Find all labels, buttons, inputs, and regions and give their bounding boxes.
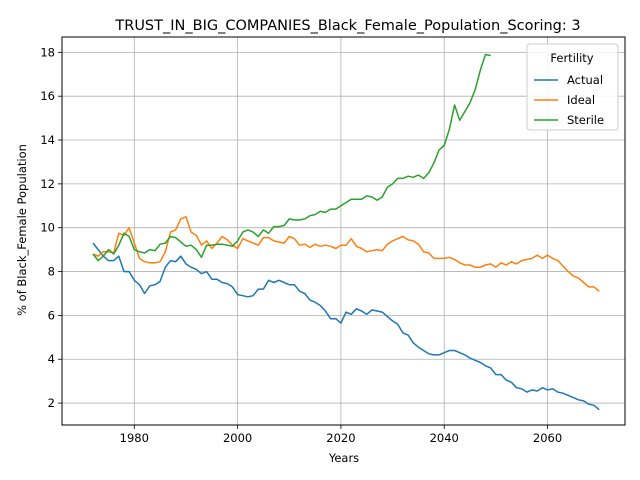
- series-lines: [92, 53, 600, 411]
- legend-label-sterile: Sterile: [567, 113, 604, 127]
- series-line-sterile: [92, 53, 491, 262]
- y-tick-label: 4: [48, 352, 55, 366]
- y-tick-label: 12: [40, 177, 55, 191]
- x-tick-label: 2020: [326, 431, 355, 445]
- y-tick-label: 2: [48, 396, 55, 410]
- chart-title: TRUST_IN_BIG_COMPANIES_Black_Female_Popu…: [114, 18, 580, 34]
- y-tick-label: 18: [40, 45, 55, 59]
- y-tick-label: 8: [48, 265, 55, 279]
- series-line-actual: [92, 242, 600, 411]
- grid: [62, 37, 625, 425]
- legend-box: [526, 43, 619, 131]
- x-tick-label: 2060: [533, 431, 562, 445]
- x-tick-label: 1980: [120, 431, 149, 445]
- plot-frame: [61, 36, 626, 426]
- y-tick-label: 10: [40, 221, 55, 235]
- x-tick-label: 2000: [223, 431, 252, 445]
- y-tick-label: 6: [48, 308, 55, 322]
- y-tick-label: 14: [40, 133, 55, 147]
- legend: Fertility Actual Ideal Sterile: [526, 43, 619, 131]
- y-tick-label: 16: [40, 89, 55, 103]
- legend-title: Fertility: [550, 51, 593, 65]
- x-tick-label: 2040: [430, 431, 459, 445]
- y-axis-label: % of Black_Female Population: [15, 144, 29, 316]
- legend-label-actual: Actual: [567, 73, 603, 87]
- x-axis-label: Years: [328, 451, 359, 465]
- legend-label-ideal: Ideal: [567, 93, 595, 107]
- series-line-ideal: [92, 216, 600, 292]
- axis-ticks: 1980 2000 2020 2040 2060 2 4 6 8 10 12 14 16 18: [40, 45, 562, 445]
